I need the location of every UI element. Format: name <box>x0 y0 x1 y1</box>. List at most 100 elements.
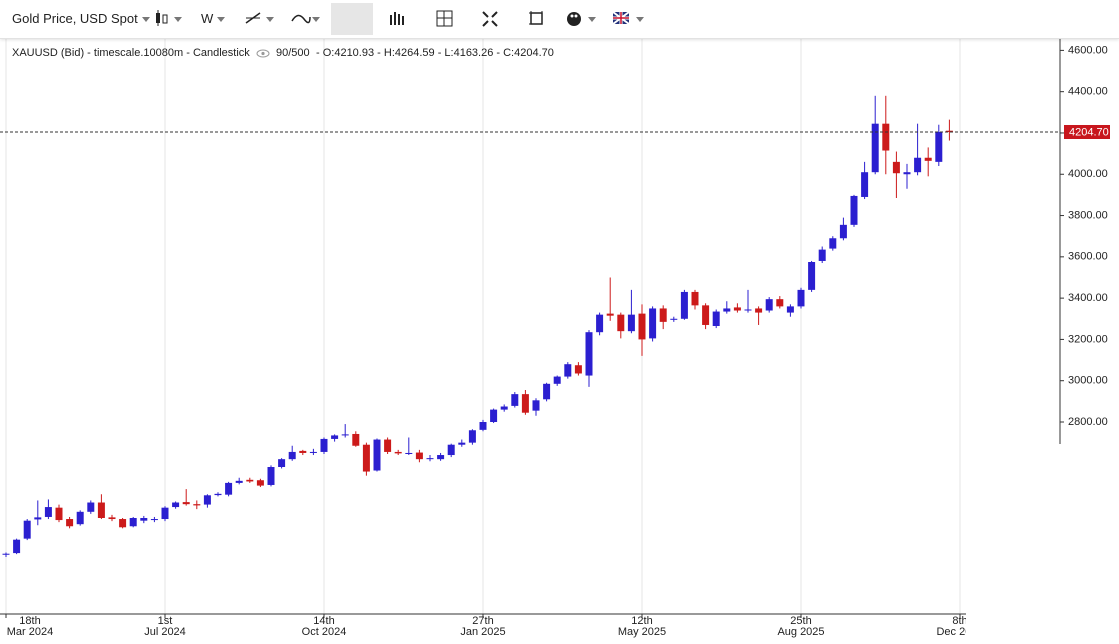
disabled-button <box>331 3 373 35</box>
candle-body <box>914 157 922 173</box>
last-price-box <box>1064 124 1110 139</box>
candle-body <box>97 502 105 518</box>
y-tick-label: 3600.00 <box>1068 251 1108 263</box>
candle-body <box>765 299 773 311</box>
candle-body <box>945 130 953 132</box>
x-tick-label: 25th Aug 2025 <box>777 615 824 638</box>
candle-body <box>373 439 381 471</box>
x-tick-label: 12th May 2025 <box>618 615 666 638</box>
candle-body <box>564 364 572 377</box>
candle-body <box>617 314 625 332</box>
candle-body <box>119 519 127 528</box>
candle-body <box>34 517 42 520</box>
candle-body <box>606 313 614 316</box>
x-tick-label: 18th Mar 2024 <box>7 615 53 638</box>
theme-button[interactable] <box>566 10 598 28</box>
candle-body <box>691 291 699 306</box>
candle-body <box>479 422 487 430</box>
candle-body <box>66 519 74 527</box>
candle-body <box>309 451 317 453</box>
candle-body <box>235 480 243 483</box>
legend-count: 90/500 <box>276 47 310 59</box>
candle-body <box>712 311 720 326</box>
x-tick-label: 8th Dec 2025 <box>936 615 983 638</box>
zoom-button[interactable] <box>528 10 546 28</box>
candle-body <box>627 314 635 332</box>
candle-body <box>755 308 763 313</box>
candle-body <box>702 305 710 325</box>
candle-body <box>892 161 900 174</box>
candle-body <box>2 553 10 555</box>
candle-body <box>331 435 339 439</box>
candle-body <box>585 332 593 376</box>
y-tick-label: 3000.00 <box>1068 375 1108 387</box>
draw-tool-button[interactable] <box>244 9 276 29</box>
candle-body <box>161 507 169 520</box>
candle-body <box>543 383 551 400</box>
candle-body <box>924 157 932 161</box>
candle-body <box>394 451 402 454</box>
candle-body <box>733 307 741 311</box>
candle-body <box>861 172 869 197</box>
candle-body <box>341 434 349 436</box>
candle-body <box>553 376 561 384</box>
candle-body <box>850 195 858 225</box>
candle-body <box>797 289 805 307</box>
candle-body <box>532 400 540 411</box>
candle-body <box>384 439 392 452</box>
candle-body <box>829 238 837 249</box>
instrument-menu[interactable]: Gold Price, USD Spot <box>12 11 150 26</box>
candle-body <box>362 444 370 472</box>
candle-body <box>23 520 31 539</box>
language-button[interactable] <box>612 11 646 27</box>
candle-body <box>818 249 826 261</box>
y-tick-label: 3400.00 <box>1068 292 1108 304</box>
candle-body <box>458 442 466 445</box>
candle-body <box>87 502 95 512</box>
y-tick-label: 3200.00 <box>1068 333 1108 345</box>
candle-body <box>299 450 307 453</box>
candle-body <box>511 394 519 406</box>
candle-body <box>680 291 688 319</box>
fullscreen-button[interactable] <box>482 11 498 27</box>
volume-button[interactable] <box>389 11 405 27</box>
x-tick-label: 14th Oct 2024 <box>302 615 347 638</box>
candle-body <box>426 458 434 460</box>
candle-body <box>108 517 116 520</box>
instrument: Gold Price, USD Spot <box>12 11 138 26</box>
candle-body <box>352 433 360 446</box>
candle-body <box>776 299 784 307</box>
candle-body <box>76 511 84 525</box>
chart-type-button[interactable] <box>154 9 184 29</box>
last-price-label: 4204.70 <box>1069 126 1109 138</box>
candle-body <box>193 504 201 506</box>
candle-body <box>744 309 752 311</box>
candle-body <box>574 365 582 374</box>
candle-body <box>246 479 254 482</box>
x-tick-label: 27th Jan 2025 <box>460 615 505 638</box>
candle-body <box>278 459 286 468</box>
indicator-button[interactable] <box>290 9 322 29</box>
period-menu[interactable]: W <box>201 11 226 26</box>
candle-body <box>150 519 158 521</box>
candle-body <box>935 131 943 162</box>
candle-body <box>500 406 508 410</box>
candle-body <box>670 318 678 320</box>
candle-body <box>786 306 794 313</box>
candle-body <box>490 409 498 422</box>
candle-body <box>129 518 137 527</box>
candle-body <box>182 502 190 505</box>
candle-body <box>723 308 731 312</box>
candle-body <box>596 314 604 333</box>
toolbar: Gold Price, USD Spot W <box>0 0 1119 39</box>
layout-button[interactable] <box>436 10 454 28</box>
visibility-icon[interactable] <box>256 49 270 58</box>
candle-body <box>468 430 476 443</box>
candle-body <box>903 172 911 175</box>
candle-body <box>521 394 529 413</box>
candle-body <box>214 493 222 496</box>
candle-body <box>649 308 657 339</box>
x-tick-label: 1st Jul 2024 <box>144 615 186 638</box>
